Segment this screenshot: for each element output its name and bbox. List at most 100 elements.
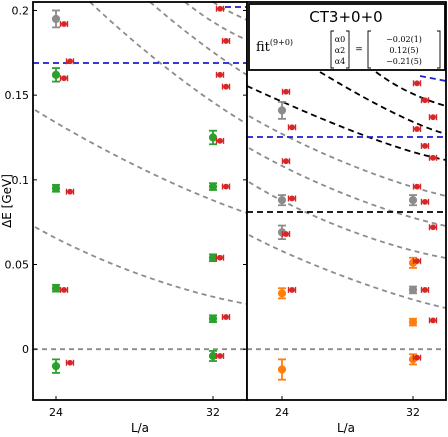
data-point bbox=[430, 154, 436, 161]
data-point bbox=[414, 183, 420, 190]
left-data-marks bbox=[51, 5, 231, 374]
y-tick-label: 0.1 bbox=[12, 174, 30, 187]
level-curve bbox=[184, 2, 247, 41]
level-curve bbox=[89, 2, 247, 125]
fit-annotation-box: CT3+0+0 fit(9+0) α0 α2 α4 = −0.02(1) 0.1… bbox=[248, 3, 446, 71]
data-point bbox=[51, 362, 61, 371]
param-bracket-left bbox=[330, 30, 334, 69]
x-tick-label: 24 bbox=[49, 406, 63, 419]
data-point bbox=[430, 317, 436, 324]
data-point bbox=[430, 114, 436, 121]
data-point bbox=[217, 5, 223, 12]
fit-curve bbox=[319, 71, 446, 135]
left-x-ticks: 24 32 bbox=[49, 396, 220, 419]
fit-curve bbox=[247, 85, 446, 161]
data-point bbox=[223, 314, 229, 320]
left-plot-area bbox=[33, 2, 247, 400]
data-point bbox=[67, 359, 73, 366]
data-point bbox=[277, 365, 287, 374]
fit-label-text: fit bbox=[256, 40, 271, 55]
value-alpha2: 0.12(5) bbox=[389, 46, 418, 55]
data-point bbox=[223, 38, 229, 44]
data-point bbox=[414, 80, 420, 87]
data-point bbox=[208, 253, 218, 262]
x-tick-label: 32 bbox=[406, 406, 420, 419]
data-point bbox=[61, 287, 67, 293]
data-point bbox=[208, 182, 218, 191]
data-point bbox=[223, 83, 229, 90]
data-point bbox=[51, 184, 61, 193]
level-curve bbox=[248, 181, 446, 259]
y-tick-label: 0 bbox=[22, 343, 29, 356]
left-x-axis-title: L/a bbox=[131, 421, 149, 435]
data-point bbox=[289, 287, 295, 293]
level-curve bbox=[149, 2, 247, 76]
level-curve bbox=[212, 2, 247, 21]
y-tick-label: 0.15 bbox=[5, 89, 30, 102]
data-point bbox=[289, 195, 295, 202]
threshold-line-upper bbox=[419, 75, 446, 82]
data-point bbox=[61, 21, 67, 27]
data-point bbox=[422, 97, 428, 104]
value-bracket-right bbox=[437, 30, 441, 69]
right-plot-frame bbox=[246, 1, 447, 401]
data-point bbox=[414, 126, 420, 132]
level-curve bbox=[34, 109, 247, 214]
param-bracket-right bbox=[346, 30, 350, 69]
y-tick-label: 0.2 bbox=[12, 4, 30, 17]
data-point bbox=[223, 183, 229, 190]
right-x-ticks: 24 32 bbox=[275, 396, 420, 419]
value-alpha4: −0.21(5) bbox=[386, 57, 422, 66]
fit-curve bbox=[375, 71, 446, 107]
panel-title: CT3+0+0 bbox=[309, 8, 382, 26]
x-tick-label: 32 bbox=[206, 406, 220, 419]
data-point bbox=[277, 289, 287, 298]
data-point bbox=[217, 254, 223, 261]
data-point bbox=[422, 143, 428, 149]
data-point bbox=[208, 351, 218, 361]
value-alpha0: −0.02(1) bbox=[386, 35, 422, 44]
right-x-axis-title: L/a bbox=[337, 421, 355, 435]
level-curve bbox=[248, 147, 446, 227]
data-point bbox=[61, 75, 67, 82]
data-point bbox=[208, 314, 218, 323]
y-tick-label: 0.05 bbox=[5, 259, 30, 272]
data-point bbox=[51, 284, 61, 293]
data-point bbox=[67, 188, 73, 195]
left-panel: 0 0.05 0.1 0.15 0.2 24 32 L/a ΔE [GeV] bbox=[0, 1, 248, 435]
data-point bbox=[283, 88, 289, 95]
data-point bbox=[408, 317, 418, 327]
data-point bbox=[51, 14, 61, 24]
data-point bbox=[217, 137, 223, 144]
level-curve bbox=[248, 234, 446, 309]
data-point bbox=[67, 58, 73, 65]
data-point bbox=[430, 224, 436, 231]
data-point bbox=[283, 231, 289, 237]
data-point bbox=[277, 106, 287, 115]
data-point bbox=[283, 158, 289, 165]
param-alpha2: α2 bbox=[335, 46, 346, 55]
data-point bbox=[208, 133, 218, 142]
data-point bbox=[422, 198, 428, 205]
data-point bbox=[51, 70, 61, 79]
data-point bbox=[217, 353, 223, 359]
annotation-frame bbox=[248, 3, 446, 71]
equals-sign: = bbox=[355, 45, 363, 55]
data-point bbox=[414, 258, 420, 265]
data-point bbox=[408, 285, 418, 295]
fit-label: fit(9+0) bbox=[256, 38, 293, 55]
data-point bbox=[289, 124, 295, 131]
y-axis-title: ΔE [GeV] bbox=[0, 174, 14, 228]
param-alpha4: α4 bbox=[335, 57, 346, 66]
x-tick-label: 24 bbox=[275, 406, 289, 419]
fit-label-sup: (9+0) bbox=[270, 38, 293, 47]
data-point bbox=[217, 71, 223, 78]
param-alpha0: α0 bbox=[335, 35, 346, 44]
data-point bbox=[408, 196, 418, 205]
data-point bbox=[414, 354, 420, 361]
data-point bbox=[422, 287, 428, 293]
value-bracket-left bbox=[367, 30, 371, 69]
right-panel: 24 32 L/a CT3+0+0 fit(9+0) α0 α2 α4 = −0.… bbox=[246, 1, 447, 435]
data-point bbox=[277, 196, 287, 205]
